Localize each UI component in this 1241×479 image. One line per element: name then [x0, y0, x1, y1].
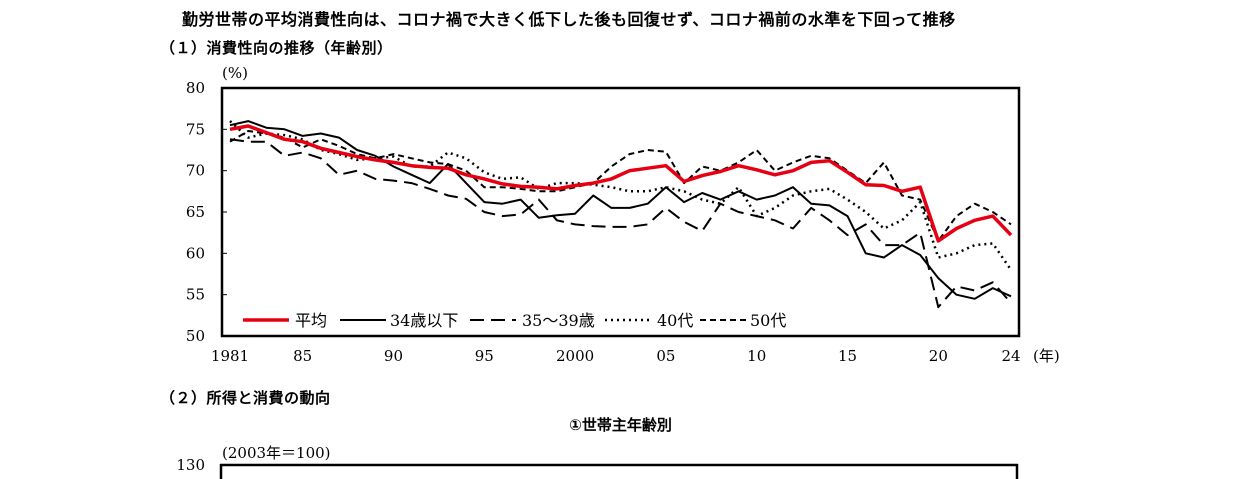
y-tick-label: 55 — [186, 286, 205, 304]
x-tick-label: 20 — [929, 347, 948, 365]
plot-area-frame — [220, 86, 1021, 338]
y-axis-unit: (%) — [222, 64, 248, 82]
chart2-y-tick-label: 130 — [176, 456, 205, 474]
chart2-y-unit: (2003年＝100) — [222, 444, 331, 462]
x-tick-label: 85 — [293, 347, 312, 365]
series-line-1 — [229, 120, 1012, 300]
x-tick-label: 90 — [384, 347, 403, 365]
legend-label-4: 50代 — [750, 311, 786, 330]
section-1-title: （１）消費性向の推移（年齢別） — [160, 39, 393, 57]
legend-label-1: 34歳以下 — [390, 311, 458, 330]
y-tick-label: 65 — [186, 203, 205, 221]
x-tick-label: 10 — [747, 347, 766, 365]
x-tick-label: 1981 — [211, 347, 249, 365]
chart-legend: 平均 34歳以下 35～39歳 40代 50代 — [243, 311, 786, 330]
legend-label-3: 40代 — [657, 311, 693, 330]
y-tick-label: 80 — [186, 79, 205, 97]
series-line-2 — [229, 138, 1012, 309]
series-line-4 — [229, 130, 1012, 242]
series-line-3 — [229, 120, 1013, 271]
x-tick-label: 95 — [475, 347, 494, 365]
x-axis-unit: (年) — [1033, 347, 1060, 365]
x-tick-label: 15 — [838, 347, 857, 365]
y-tick-label: 70 — [186, 162, 205, 180]
y-tick-label: 75 — [186, 120, 205, 138]
legend-label-2: 35～39歳 — [522, 311, 595, 330]
y-tick-label: 50 — [186, 327, 205, 345]
x-tick-label: 2000 — [556, 347, 594, 365]
page-headline: 勤労世帯の平均消費性向は、コロナ禍で大きく低下した後も回復せず、コロナ禍前の水準… — [182, 10, 956, 29]
series-line-0 — [229, 124, 1013, 243]
x-tick-label: 24 — [1001, 347, 1020, 365]
y-tick-label: 60 — [186, 244, 205, 262]
subchart-title: ①世帯主年齢別 — [569, 416, 672, 434]
section-2-title: （２）所得と消費の動向 — [160, 389, 331, 407]
x-tick-label: 05 — [656, 347, 675, 365]
legend-label-0: 平均 — [295, 311, 327, 330]
